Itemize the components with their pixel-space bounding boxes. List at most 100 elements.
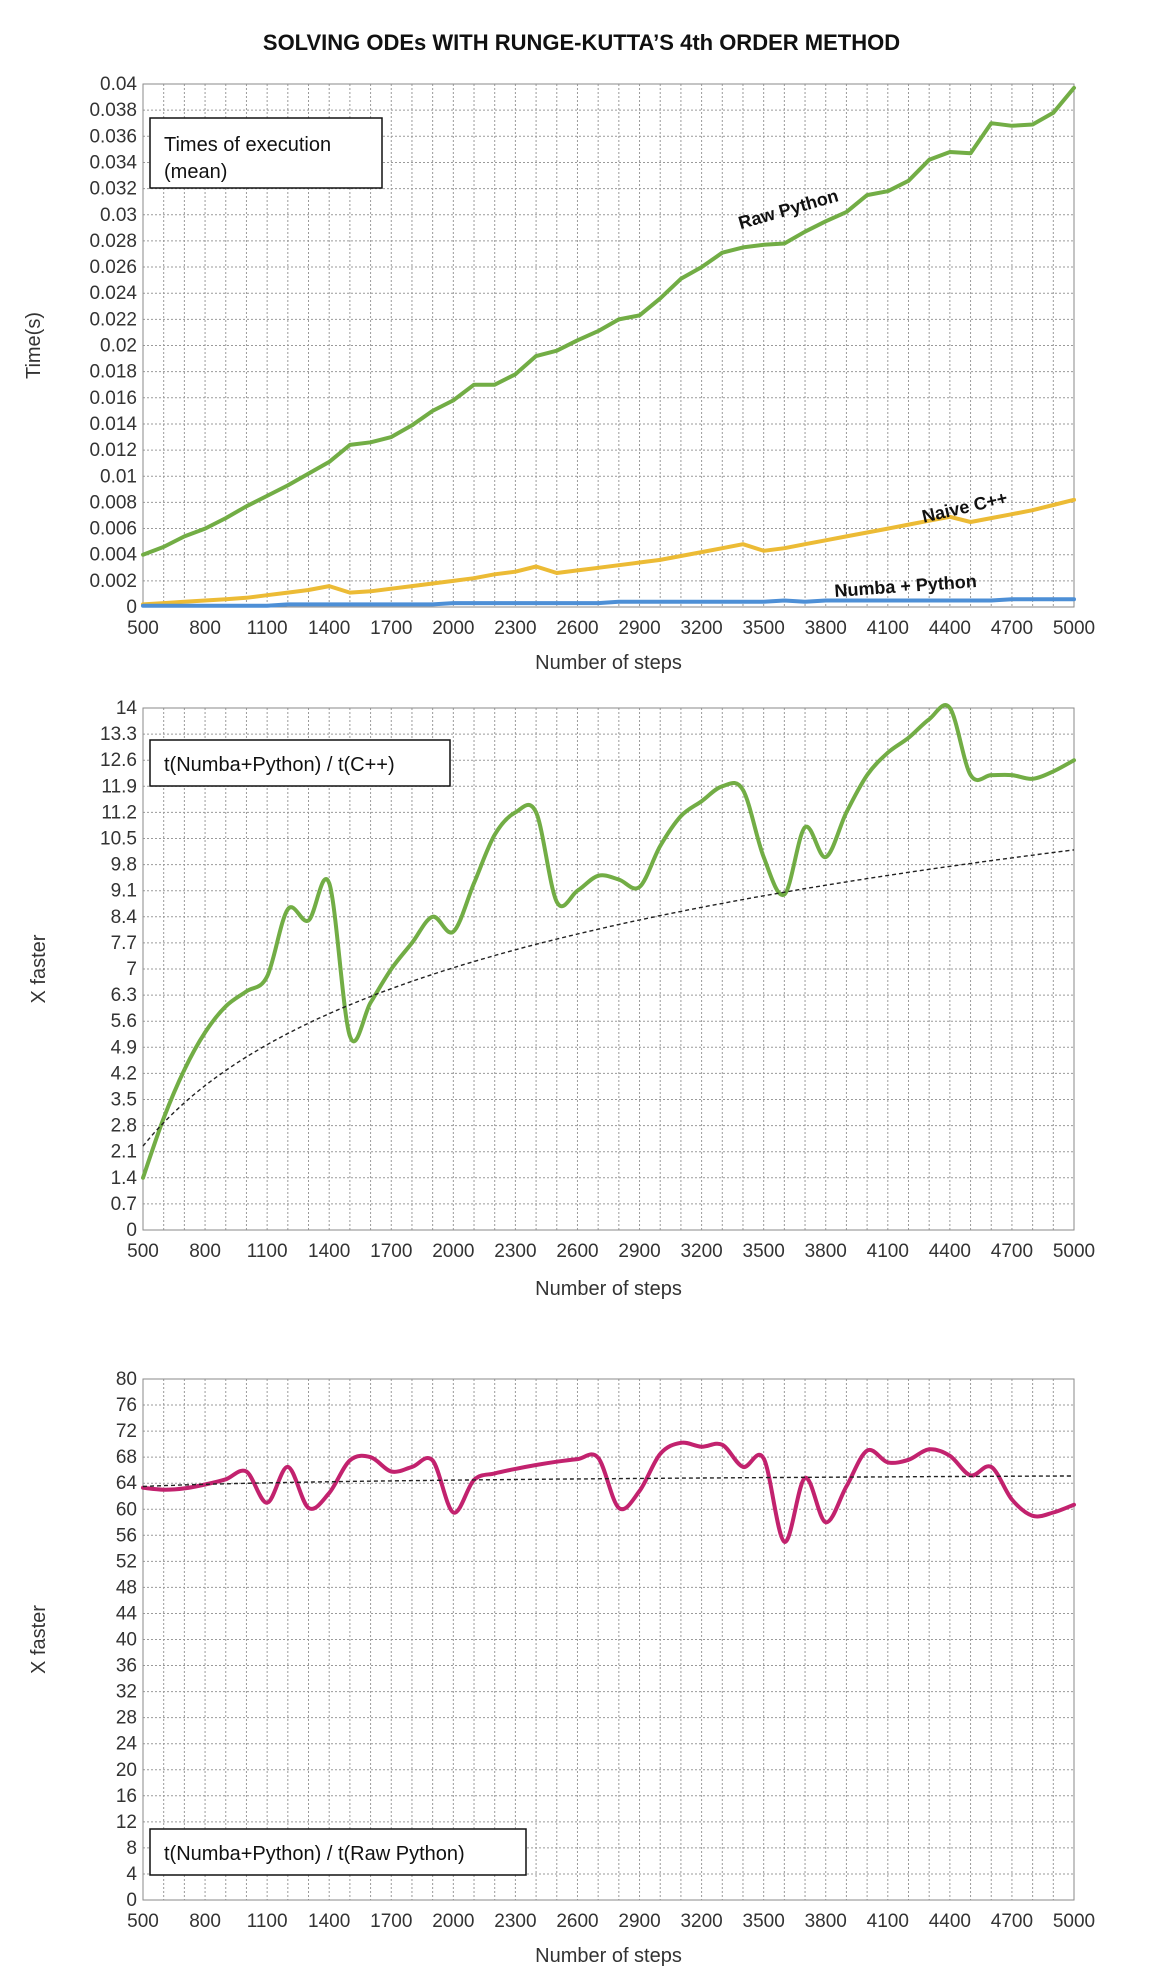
gridlines xyxy=(142,83,1075,608)
x-tick-label: 2900 xyxy=(618,618,660,639)
y-tick-label: 48 xyxy=(116,1577,137,1598)
chart-caption-text: (mean) xyxy=(164,161,227,183)
chart-caption-text: t(Numba+Python) / t(Raw Python) xyxy=(164,1843,465,1865)
series-line-naive-c xyxy=(141,497,1076,607)
y-tick-label: 7.7 xyxy=(111,933,137,954)
x-tick-label: 4700 xyxy=(991,1241,1033,1262)
y-tick-label: 6.3 xyxy=(111,985,137,1006)
x-tick-label: 1100 xyxy=(247,1911,288,1932)
y-tick-label: 0.008 xyxy=(89,492,137,513)
y-tick-label: 0.024 xyxy=(89,283,137,304)
y-tick-label: 56 xyxy=(116,1525,137,1546)
plot-frame xyxy=(142,83,1075,608)
y-tick-label: 0 xyxy=(126,1220,137,1241)
y-tick-label: 16 xyxy=(116,1786,137,1807)
x-tick-label: 1400 xyxy=(308,1241,350,1262)
x-tick-label: 500 xyxy=(127,1241,159,1262)
numba-vs-python-speedup-chart: 0481216202428323640444852566064687276805… xyxy=(28,1369,1095,1967)
y-tick-label: 0.014 xyxy=(89,414,137,435)
y-tick-label: 76 xyxy=(116,1395,137,1416)
chart-caption-text: t(Numba+Python) / t(C++) xyxy=(164,754,395,776)
y-axis-title: Time(s) xyxy=(23,312,45,379)
gridlines xyxy=(142,707,1075,1231)
y-tick-label: 1.4 xyxy=(111,1168,138,1189)
x-tick-label: 2300 xyxy=(494,1911,536,1932)
x-tick-label: 5000 xyxy=(1053,1911,1095,1932)
y-tick-label: 3.5 xyxy=(111,1090,137,1111)
x-tick-label: 2300 xyxy=(494,1241,536,1262)
y-axis-title: X faster xyxy=(28,934,50,1003)
x-tick-label: 3200 xyxy=(680,1241,722,1262)
y-tick-label: 36 xyxy=(116,1656,137,1677)
y-axis-title: X faster xyxy=(28,1605,50,1674)
y-tick-label: 0.028 xyxy=(89,231,137,252)
x-tick-label: 3800 xyxy=(805,1241,847,1262)
x-tick-label: 4400 xyxy=(929,1241,971,1262)
x-tick-label: 3500 xyxy=(743,618,785,639)
x-tick-label: 3800 xyxy=(805,1911,847,1932)
y-tick-label: 13.3 xyxy=(100,724,137,745)
x-axis-title: Number of steps xyxy=(535,1278,682,1300)
x-tick-label: 1700 xyxy=(370,618,412,639)
y-tick-label: 9.8 xyxy=(111,855,137,876)
y-tick-label: 11.2 xyxy=(101,802,137,823)
plot-frame xyxy=(142,707,1075,1231)
y-tick-label: 0.034 xyxy=(89,152,137,173)
y-tick-label: 4 xyxy=(126,1864,137,1885)
y-tick-label: 14 xyxy=(116,698,138,719)
y-tick-label: 4.9 xyxy=(111,1037,137,1058)
chart-caption-box xyxy=(149,117,383,189)
x-tick-label: 800 xyxy=(189,1241,221,1262)
trendline xyxy=(142,849,1075,1147)
y-tick-label: 20 xyxy=(116,1760,137,1781)
x-tick-label: 2600 xyxy=(556,1911,598,1932)
numba-vs-cpp-speedup-chart: 0 0.7 1.4 2.1 2.8 3.5 4.2 4.9 5.6 6.3 7 7.7 8.4 9.1 9.… xyxy=(28,698,1095,1300)
x-tick-label: 2900 xyxy=(618,1241,660,1262)
x-tick-label: 2000 xyxy=(432,618,474,639)
y-tick-label: 12.6 xyxy=(100,750,137,771)
y-tick-label: 4.2 xyxy=(111,1063,137,1084)
y-tick-label: 0.04 xyxy=(100,74,137,95)
x-tick-label: 2600 xyxy=(556,1241,598,1262)
y-tick-label: 0.026 xyxy=(89,257,137,278)
x-tick-label: 4400 xyxy=(929,1911,971,1932)
y-tick-label: 8.4 xyxy=(111,907,138,928)
y-tick-label: 0.03 xyxy=(100,205,137,226)
x-tick-label: 3500 xyxy=(743,1241,785,1262)
y-tick-label: 24 xyxy=(116,1734,138,1755)
y-tick-label: 32 xyxy=(116,1682,137,1703)
x-tick-label: 800 xyxy=(189,618,221,639)
y-tick-label: 0 xyxy=(126,597,137,618)
x-axis-title: Number of steps xyxy=(535,1945,682,1967)
chart-caption-text: Times of execution xyxy=(164,134,331,156)
x-tick-label: 4100 xyxy=(867,1241,909,1262)
series-line-numba-python xyxy=(141,597,1076,608)
x-tick-label: 4700 xyxy=(991,618,1033,639)
y-tick-label: 10.5 xyxy=(100,829,137,850)
x-tick-label: 2000 xyxy=(432,1241,474,1262)
x-tick-label: 5000 xyxy=(1053,1241,1095,1262)
y-tick-label: 0.01 xyxy=(100,466,137,487)
x-tick-label: 2300 xyxy=(494,618,536,639)
x-tick-label: 3200 xyxy=(680,618,722,639)
x-tick-label: 4400 xyxy=(929,618,971,639)
series-line-raw-python xyxy=(141,85,1076,557)
x-tick-label: 1400 xyxy=(308,618,350,639)
series-label: Raw Python xyxy=(736,185,841,233)
y-tick-label: 0.032 xyxy=(89,179,137,200)
x-tick-label: 3800 xyxy=(805,618,847,639)
x-tick-label: 5000 xyxy=(1053,618,1095,639)
x-tick-label: 1100 xyxy=(247,1241,288,1262)
y-tick-label: 0.004 xyxy=(89,545,137,566)
trendline xyxy=(142,1475,1074,1488)
y-tick-label: 8 xyxy=(126,1838,137,1859)
y-tick-label: 28 xyxy=(116,1708,137,1729)
y-tick-label: 0.02 xyxy=(100,336,137,357)
x-tick-label: 1100 xyxy=(247,618,288,639)
x-tick-label: 2600 xyxy=(556,618,598,639)
series-line xyxy=(141,1440,1076,1544)
y-tick-label: 11.9 xyxy=(101,776,137,797)
y-tick-label: 0.7 xyxy=(111,1194,137,1215)
series-line xyxy=(141,703,1076,1180)
gridlines xyxy=(142,1378,1075,1901)
